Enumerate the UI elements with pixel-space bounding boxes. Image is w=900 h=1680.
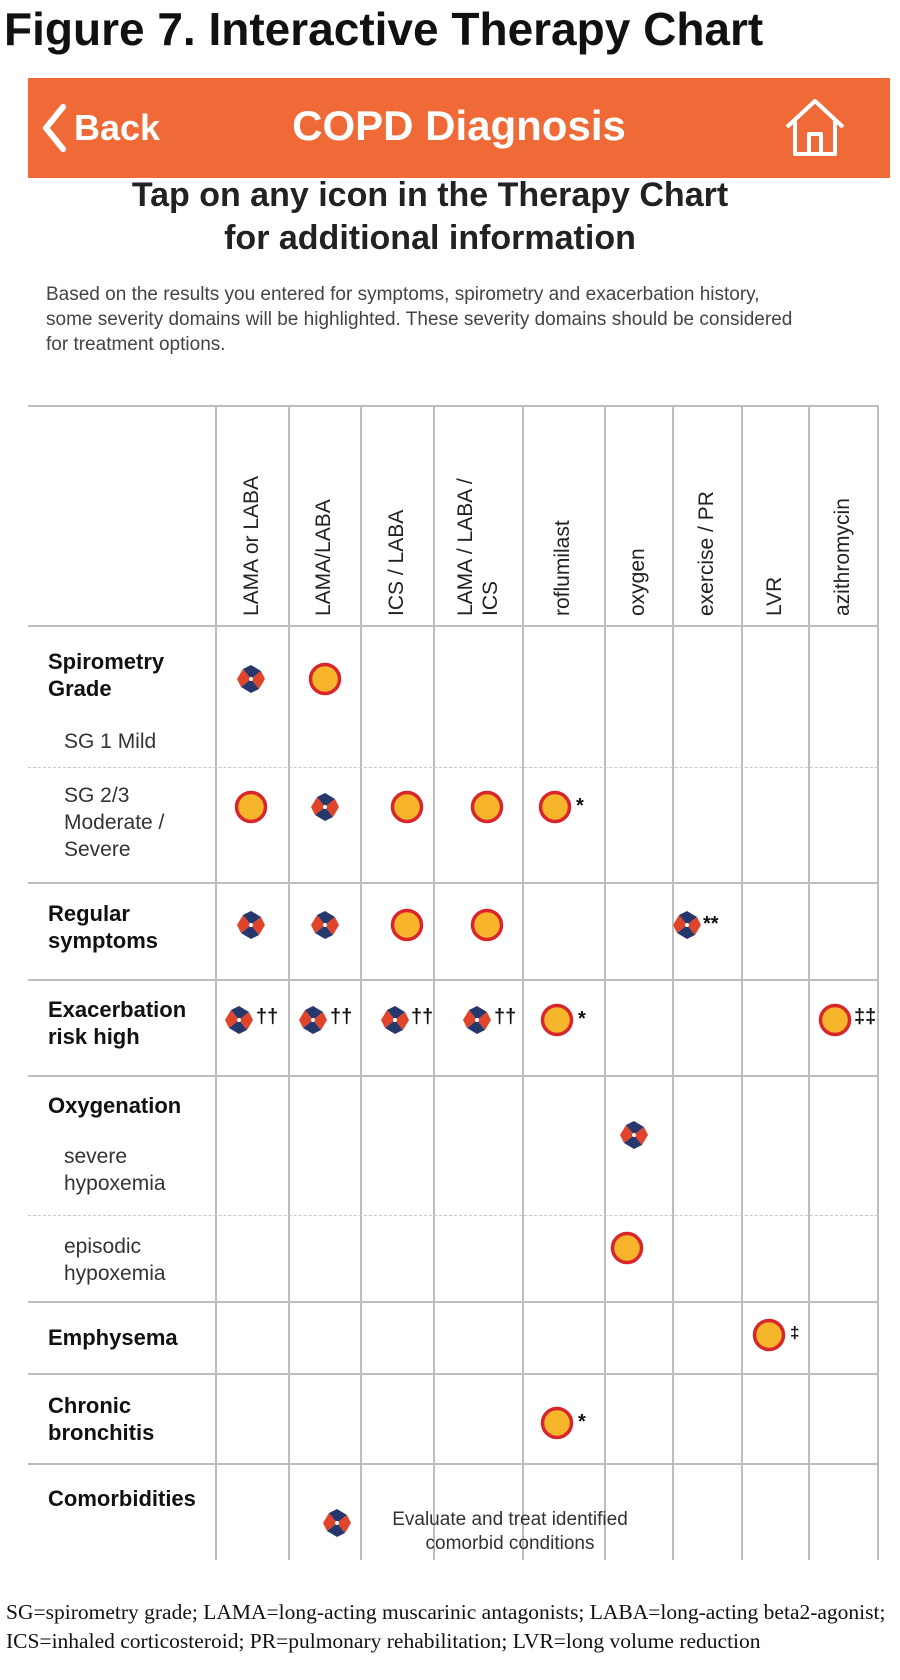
grid-line [28,1463,878,1465]
grid-line [808,405,810,1560]
grid-line [28,882,878,884]
circle-icon[interactable] [610,1231,644,1265]
chevron-left-icon [43,104,66,152]
grid-line [28,405,878,407]
app-header: Back COPD Diagnosis [28,78,890,178]
back-label: Back [74,107,161,148]
footnote-mark: * [578,1411,586,1433]
circle-icon[interactable] [470,908,504,942]
column-header: exercise / PR [672,410,741,620]
home-icon [785,99,845,156]
column-header: oxygen [604,410,672,620]
footnote-mark: ** [703,913,719,935]
grid-line [741,405,743,1560]
grid-line [28,1215,878,1216]
grid-line [28,979,878,981]
figure-title: Figure 7. Interactive Therapy Chart [4,3,764,55]
row-label-comorbidities: Comorbidities [48,1486,196,1511]
column-header: LAMA/LABA [288,410,360,620]
footnote-mark: †† [494,1006,517,1028]
footnote-mark: †† [411,1006,434,1028]
column-header: LAMA or LABA [215,410,288,620]
column-header: LVR [741,410,808,620]
grid-line [28,625,878,627]
pinwheel-icon[interactable] [222,1003,256,1037]
column-label: LAMA or LABA [239,475,263,616]
pinwheel-icon[interactable] [460,1003,494,1037]
column-header: azithromycin [808,410,877,620]
footnote-mark: †† [256,1006,279,1028]
grid-line [522,405,524,1560]
column-label: exercise / PR [694,491,718,616]
row-label-sg1: SG 1 Mild [64,730,157,753]
column-label: roflumilast [551,520,574,616]
footnote-mark: ‡ [790,1323,800,1342]
description-text: Based on the results you entered for sym… [46,284,793,355]
grid-line [28,1373,878,1375]
grid-line [215,405,217,1560]
circle-icon[interactable] [390,908,424,942]
home-button[interactable] [784,96,846,158]
column-label: azithromycin [830,498,854,616]
pinwheel-icon[interactable] [378,1003,412,1037]
comorbidity-note: Evaluate and treat identified comorbid c… [392,1509,628,1554]
column-label: LAMA / LABA / [453,478,477,616]
row-label-oxygenation: Oxygenation [48,1093,182,1118]
pinwheel-icon[interactable] [320,1506,354,1540]
row-label-episodic-hypoxemia: episodic hypoxemia [64,1235,166,1285]
row-label-emphysema: Emphysema [48,1325,178,1350]
column-label: ICS [478,580,502,616]
row-label-severe-hypoxemia: severe hypoxemia [64,1145,166,1195]
grid-line [360,405,362,1560]
grid-line [28,1075,878,1077]
grid-line [604,405,606,1560]
circle-icon[interactable] [470,790,504,824]
instruction-line-2: for additional information [224,219,636,257]
pinwheel-icon[interactable] [234,908,268,942]
instruction-heading: Tap on any icon in the Therapy Chart for… [40,174,820,260]
row-label-chronic-bronchitis: Chronic bronchitis [48,1393,155,1445]
column-header: LAMA / LABA / ICS [433,410,522,620]
row-label-exacerbation: Exacerbation risk high [48,997,187,1049]
back-button[interactable]: Back [42,98,160,158]
circle-icon[interactable] [818,1003,852,1037]
circle-icon[interactable] [538,790,572,824]
grid-line [28,1301,878,1303]
abbreviations-footnote: SG=spirometry grade; LAMA=long-acting mu… [6,1600,886,1653]
column-label: ICS / LABA [384,509,408,616]
column-label: oxygen [626,548,649,616]
column-label: LAMA/LABA [312,499,335,616]
pinwheel-icon[interactable] [308,790,342,824]
grid-line [288,405,290,1560]
pinwheel-icon[interactable] [617,1118,651,1152]
pinwheel-icon[interactable] [234,662,268,696]
column-header: roflumilast [522,410,604,620]
grid-line [28,767,878,768]
circle-icon[interactable] [234,790,268,824]
row-label-regular-symptoms: Regular symptoms [48,901,159,953]
pinwheel-icon[interactable] [296,1003,330,1037]
grid-line [877,405,879,1560]
pinwheel-icon[interactable] [308,908,342,942]
circle-icon[interactable] [752,1318,786,1352]
column-label: LVR [762,576,786,616]
row-label-spirometry-grade: Spirometry Grade [48,649,165,701]
footnote-mark: * [576,795,584,817]
pinwheel-icon[interactable] [670,908,704,942]
circle-icon[interactable] [308,662,342,696]
grid-line [433,405,435,1560]
instruction-line-1: Tap on any icon in the Therapy Chart [131,176,729,214]
grid-line [672,405,674,1560]
footnote-mark: †† [330,1006,353,1028]
column-header: ICS / LABA [360,410,433,620]
circle-icon[interactable] [540,1406,574,1440]
footnote-mark: ‡‡ [854,1006,877,1028]
circle-icon[interactable] [390,790,424,824]
footnote-mark: * [578,1008,586,1030]
circle-icon[interactable] [540,1003,574,1037]
row-label-sg23: SG 2/3 Moderate / Severe [64,784,165,861]
